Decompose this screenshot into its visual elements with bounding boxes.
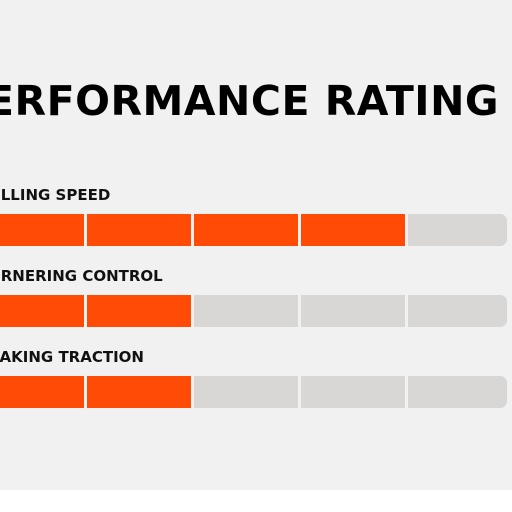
rating-segment-empty [301, 295, 405, 327]
rating-segment-filled [87, 376, 191, 408]
rating-segment-empty [194, 376, 298, 408]
bottom-strip [0, 490, 512, 512]
segment-divider [405, 214, 408, 246]
rating-bar [0, 295, 507, 327]
segment-divider [405, 295, 408, 327]
rating-segment-empty [194, 295, 298, 327]
segment-divider [405, 376, 408, 408]
rating-label: OLLING SPEED [0, 186, 111, 204]
rating-segment-filled [301, 214, 405, 246]
segment-divider [298, 376, 301, 408]
segment-divider [298, 214, 301, 246]
rating-segment-filled [87, 214, 191, 246]
segment-divider [191, 376, 194, 408]
page-title: ERFORMANCE RATING [0, 77, 500, 125]
rating-segment-empty [408, 295, 507, 327]
rating-bar [0, 376, 507, 408]
segment-divider [84, 376, 87, 408]
rating-segment-filled [0, 214, 84, 246]
segment-divider [191, 295, 194, 327]
rating-bar [0, 214, 507, 246]
rating-segment-empty [408, 214, 507, 246]
rating-segment-empty [408, 376, 507, 408]
segment-divider [84, 295, 87, 327]
segment-divider [84, 214, 87, 246]
performance-rating-panel: ERFORMANCE RATING OLLING SPEED ORNERING … [0, 0, 512, 490]
segment-divider [298, 295, 301, 327]
rating-segment-filled [0, 295, 84, 327]
rating-segment-filled [0, 376, 84, 408]
segment-divider [191, 214, 194, 246]
rating-label: ORNERING CONTROL [0, 267, 163, 285]
rating-label: RAKING TRACTION [0, 348, 144, 366]
rating-segment-filled [87, 295, 191, 327]
rating-segment-empty [301, 376, 405, 408]
rating-segment-filled [194, 214, 298, 246]
